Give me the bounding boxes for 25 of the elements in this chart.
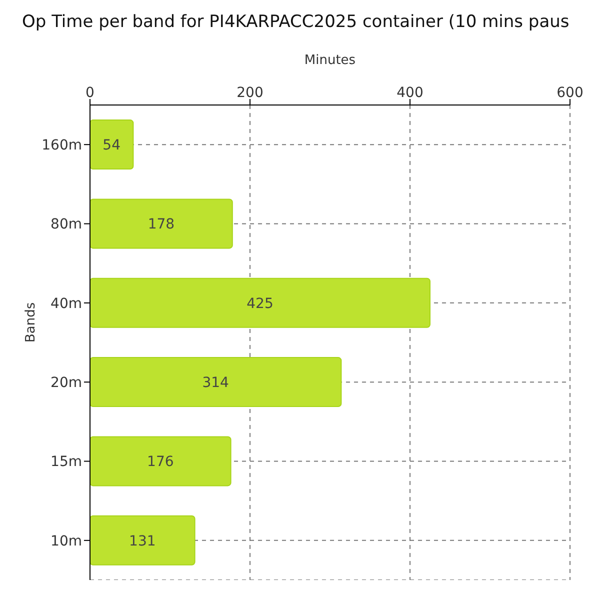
data-label: 314	[202, 375, 230, 392]
x-tick-label: 600	[556, 85, 584, 101]
data-label: 178	[148, 216, 175, 233]
bar	[90, 515, 196, 566]
x-tick-label: 400	[396, 85, 424, 101]
y-tick-label: 40m	[50, 296, 82, 312]
y-tick-label: 80m	[50, 216, 82, 233]
chart-title: Op Time per band for PI4KARPACC2025 container (10 mins paus	[22, 12, 570, 32]
bar	[90, 357, 342, 408]
y-tick-label: 20m	[50, 375, 82, 392]
data-label: 425	[246, 296, 274, 312]
data-label: 54	[102, 138, 121, 154]
x-tick-label: 0	[86, 85, 94, 101]
y-axis-title: Bands	[24, 302, 39, 342]
bar	[90, 278, 430, 328]
bar	[90, 120, 134, 170]
y-tick-label: 15m	[50, 454, 82, 470]
data-label: 176	[147, 454, 174, 470]
bar	[90, 436, 232, 486]
x-axis-title: Minutes	[304, 53, 356, 68]
y-tick-label: 10m	[50, 533, 82, 550]
bar	[90, 198, 233, 249]
x-tick-label: 200	[236, 85, 264, 101]
y-tick-label: 160m	[42, 138, 82, 154]
data-label: 131	[129, 533, 156, 550]
